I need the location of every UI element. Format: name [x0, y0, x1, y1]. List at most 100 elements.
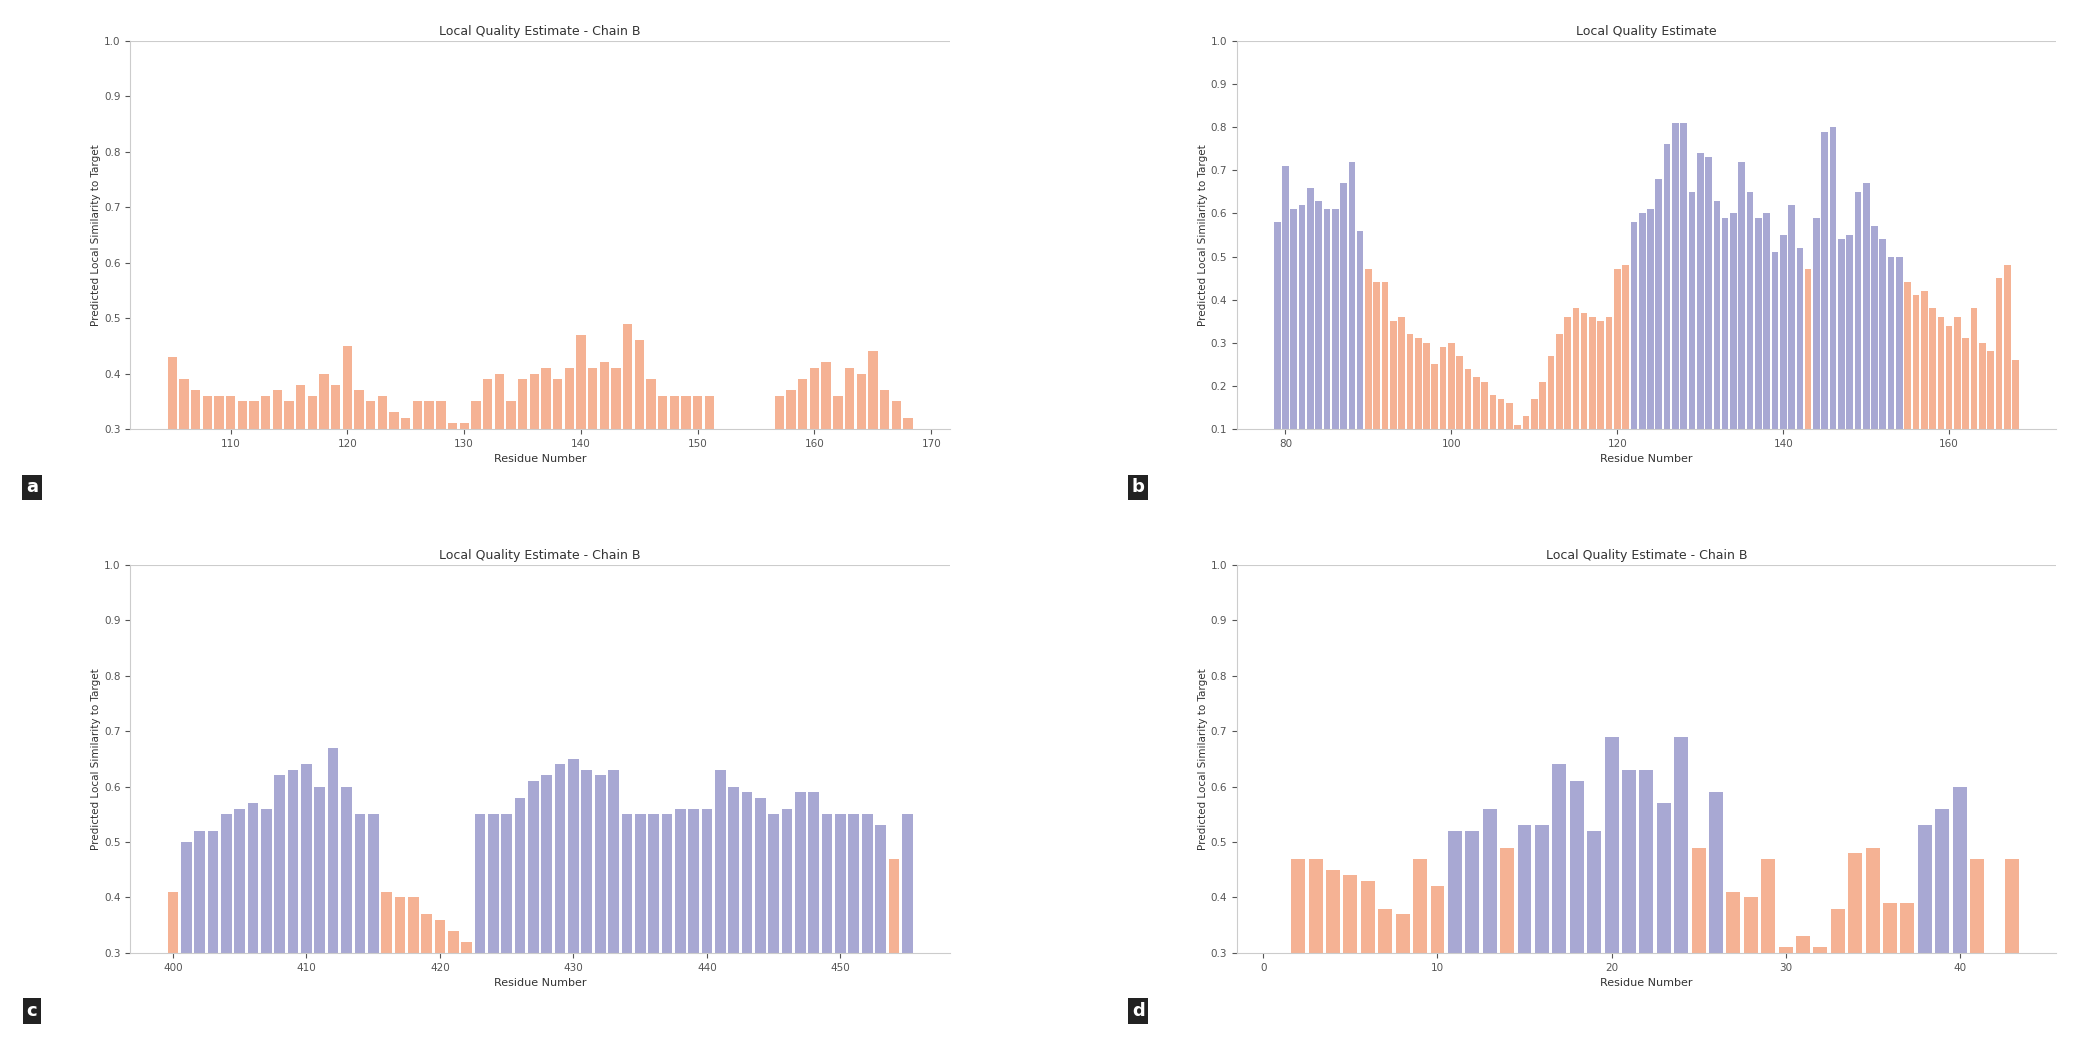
Bar: [395, 897, 406, 1042]
Bar: [1423, 343, 1429, 472]
Bar: [787, 390, 795, 595]
Bar: [1797, 937, 1810, 1042]
Bar: [527, 782, 540, 1042]
Bar: [435, 401, 446, 595]
Bar: [213, 396, 224, 595]
Bar: [285, 401, 293, 595]
Bar: [203, 396, 211, 595]
Bar: [247, 803, 259, 1042]
Bar: [1481, 381, 1487, 472]
Bar: [1638, 214, 1646, 472]
Bar: [1406, 334, 1414, 472]
Bar: [856, 374, 866, 595]
Bar: [661, 814, 672, 1042]
Bar: [822, 814, 833, 1042]
Y-axis label: Predicted Local Similarity to Target: Predicted Local Similarity to Target: [1197, 144, 1207, 326]
Bar: [207, 830, 218, 1042]
Bar: [845, 368, 854, 595]
Bar: [494, 374, 504, 595]
Bar: [354, 814, 366, 1042]
Bar: [1987, 351, 1994, 472]
Bar: [180, 379, 188, 595]
Bar: [1607, 317, 1613, 472]
Bar: [575, 334, 586, 595]
Bar: [1778, 947, 1793, 1042]
Bar: [1726, 892, 1741, 1042]
Bar: [1448, 830, 1462, 1042]
Bar: [180, 842, 192, 1042]
Bar: [368, 814, 379, 1042]
Bar: [1862, 183, 1870, 472]
Bar: [1904, 282, 1910, 472]
Bar: [471, 401, 481, 595]
Y-axis label: Predicted Local Similarity to Target: Predicted Local Similarity to Target: [92, 668, 100, 849]
Bar: [1814, 218, 1820, 472]
Bar: [552, 379, 563, 595]
Bar: [483, 379, 492, 595]
Bar: [1847, 235, 1854, 472]
Bar: [1935, 809, 1950, 1042]
Bar: [412, 401, 423, 595]
Bar: [448, 423, 458, 595]
Bar: [600, 363, 609, 595]
Bar: [238, 401, 247, 595]
X-axis label: Residue Number: Residue Number: [494, 454, 586, 465]
Bar: [623, 324, 632, 595]
Bar: [1713, 200, 1720, 472]
Bar: [1866, 847, 1879, 1042]
Bar: [1730, 214, 1736, 472]
Bar: [849, 814, 860, 1042]
Bar: [554, 765, 565, 1042]
Bar: [1805, 270, 1812, 472]
Bar: [676, 809, 686, 1042]
Bar: [1920, 291, 1927, 472]
Bar: [1630, 222, 1638, 472]
Bar: [195, 830, 205, 1042]
Bar: [1761, 859, 1776, 1042]
Bar: [774, 396, 784, 595]
Bar: [1937, 317, 1943, 472]
Bar: [460, 423, 469, 595]
Bar: [1448, 343, 1454, 472]
Bar: [1755, 218, 1761, 472]
Bar: [741, 446, 749, 595]
Bar: [594, 775, 605, 1042]
Bar: [1362, 880, 1374, 1042]
Bar: [1291, 209, 1297, 472]
Bar: [1672, 123, 1678, 472]
Bar: [2004, 265, 2010, 472]
Bar: [688, 809, 699, 1042]
Bar: [1274, 986, 1289, 1042]
Bar: [1615, 270, 1621, 472]
Bar: [1822, 131, 1828, 472]
Bar: [1680, 123, 1686, 472]
Title: Local Quality Estimate: Local Quality Estimate: [1575, 25, 1718, 39]
Bar: [226, 396, 234, 595]
Bar: [272, 390, 282, 595]
Bar: [435, 920, 446, 1042]
Bar: [542, 368, 550, 595]
Bar: [1343, 875, 1358, 1042]
Bar: [582, 770, 592, 1042]
Bar: [2013, 361, 2019, 472]
Bar: [1397, 317, 1406, 472]
Bar: [902, 814, 912, 1042]
Bar: [320, 374, 328, 595]
Bar: [1747, 192, 1753, 472]
Bar: [1912, 295, 1918, 472]
Bar: [167, 357, 178, 595]
Bar: [1640, 770, 1653, 1042]
Bar: [728, 440, 736, 595]
Bar: [1506, 403, 1513, 472]
Bar: [715, 429, 726, 595]
Bar: [1395, 914, 1410, 1042]
Bar: [728, 787, 738, 1042]
Bar: [366, 401, 374, 595]
Bar: [868, 351, 877, 595]
Bar: [751, 473, 761, 595]
Bar: [1515, 425, 1521, 472]
Bar: [891, 401, 902, 595]
Bar: [2004, 859, 2019, 1042]
Bar: [1500, 847, 1515, 1042]
Bar: [705, 396, 713, 595]
